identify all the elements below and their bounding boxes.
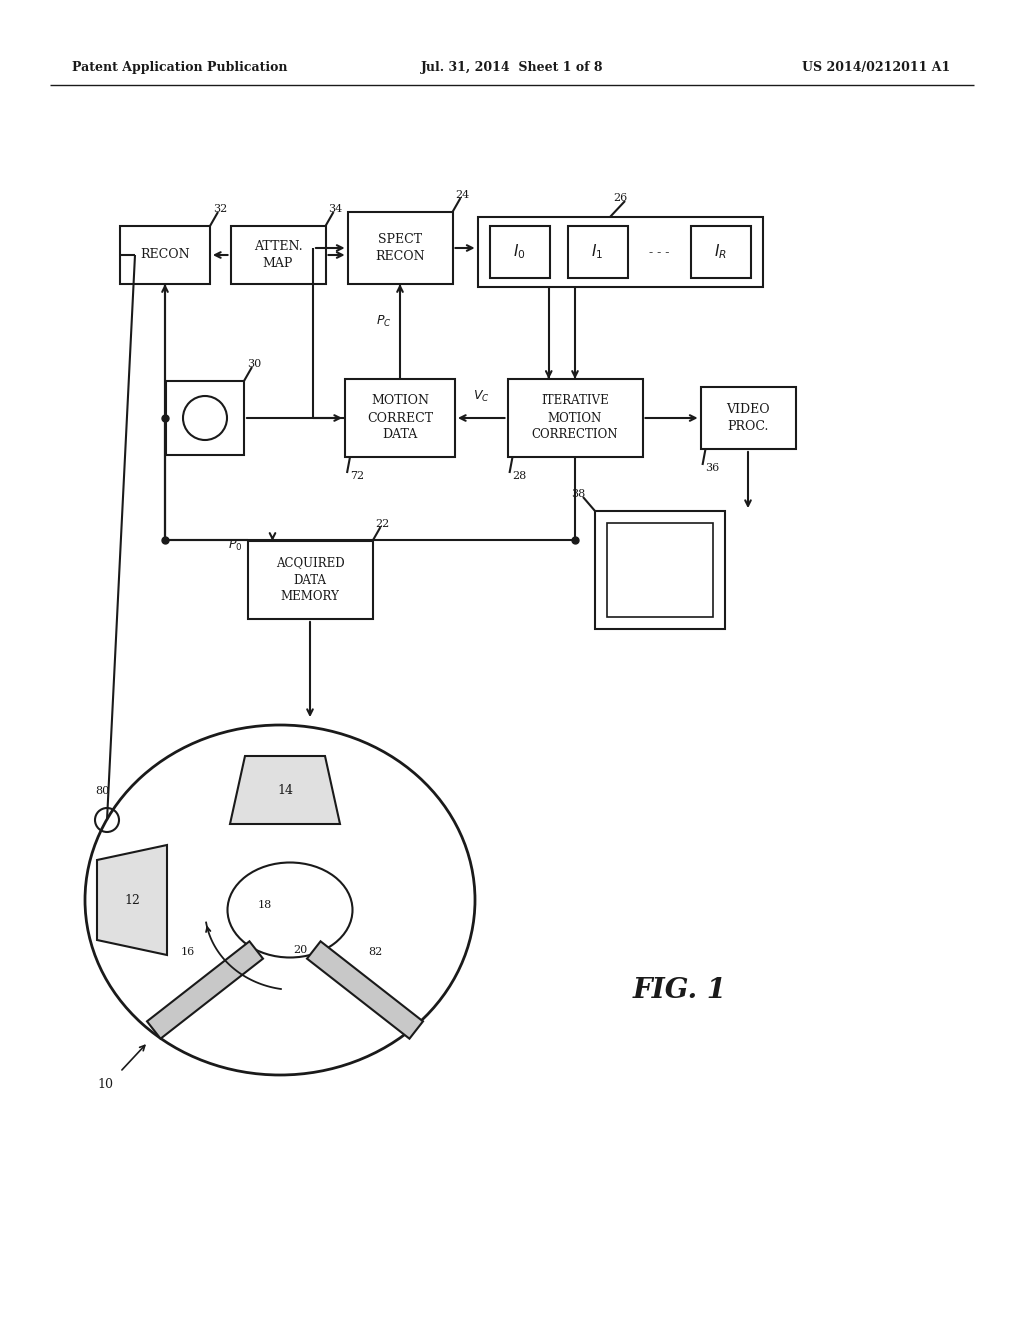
Text: 22: 22 [376, 519, 390, 529]
Text: Patent Application Publication: Patent Application Publication [72, 62, 288, 74]
Bar [347, 213, 453, 284]
Bar [147, 941, 263, 1039]
Text: ATTEN.
MAP: ATTEN. MAP [254, 240, 302, 271]
Text: - - -: - - - [649, 246, 670, 259]
Text: 24: 24 [456, 190, 470, 201]
Text: 18: 18 [258, 900, 272, 909]
Bar [567, 226, 628, 279]
Text: $V_C$: $V_C$ [473, 389, 489, 404]
Bar [120, 226, 210, 284]
Text: 30: 30 [247, 359, 261, 370]
Bar [166, 381, 244, 455]
Bar [690, 226, 751, 279]
Text: 38: 38 [570, 488, 585, 499]
Text: 72: 72 [350, 471, 365, 480]
Bar [477, 216, 763, 286]
Text: 34: 34 [329, 205, 343, 214]
Bar [595, 511, 725, 630]
Text: ITERATIVE
MOTION
CORRECTION: ITERATIVE MOTION CORRECTION [531, 395, 618, 441]
Bar [307, 941, 423, 1039]
Text: 82: 82 [368, 946, 382, 957]
Polygon shape [97, 845, 167, 954]
Text: 36: 36 [706, 463, 720, 473]
Text: 28: 28 [512, 471, 526, 480]
Text: $I_1$: $I_1$ [592, 243, 603, 261]
Bar [345, 379, 455, 457]
Bar [508, 379, 642, 457]
Text: 80: 80 [95, 785, 110, 796]
Text: $I_R$: $I_R$ [714, 243, 727, 261]
Text: SPECT
RECON: SPECT RECON [375, 234, 425, 263]
Bar [700, 387, 796, 449]
Text: Jul. 31, 2014  Sheet 1 of 8: Jul. 31, 2014 Sheet 1 of 8 [421, 62, 603, 74]
Text: FIG. 1: FIG. 1 [633, 977, 727, 1003]
Bar [607, 523, 713, 616]
Bar [230, 226, 326, 284]
Text: 14: 14 [278, 784, 293, 796]
Text: $P_C$: $P_C$ [377, 314, 392, 329]
Text: $I_0$: $I_0$ [513, 243, 525, 261]
Text: ACQUIRED
DATA
MEMORY: ACQUIRED DATA MEMORY [275, 557, 344, 603]
Polygon shape [230, 756, 340, 824]
Text: 20: 20 [293, 945, 307, 954]
Bar [489, 226, 550, 279]
Text: 12: 12 [124, 894, 140, 907]
Text: RECON: RECON [140, 248, 189, 261]
Text: 32: 32 [213, 205, 227, 214]
Text: US 2014/0212011 A1: US 2014/0212011 A1 [802, 62, 950, 74]
Text: MOTION
CORRECT
DATA: MOTION CORRECT DATA [367, 395, 433, 441]
Text: $P_0$: $P_0$ [228, 537, 243, 553]
Text: 16: 16 [181, 946, 196, 957]
Text: 10: 10 [97, 1078, 113, 1092]
Bar [248, 541, 373, 619]
Text: 26: 26 [613, 193, 627, 203]
Text: VIDEO
PROC.: VIDEO PROC. [726, 403, 770, 433]
